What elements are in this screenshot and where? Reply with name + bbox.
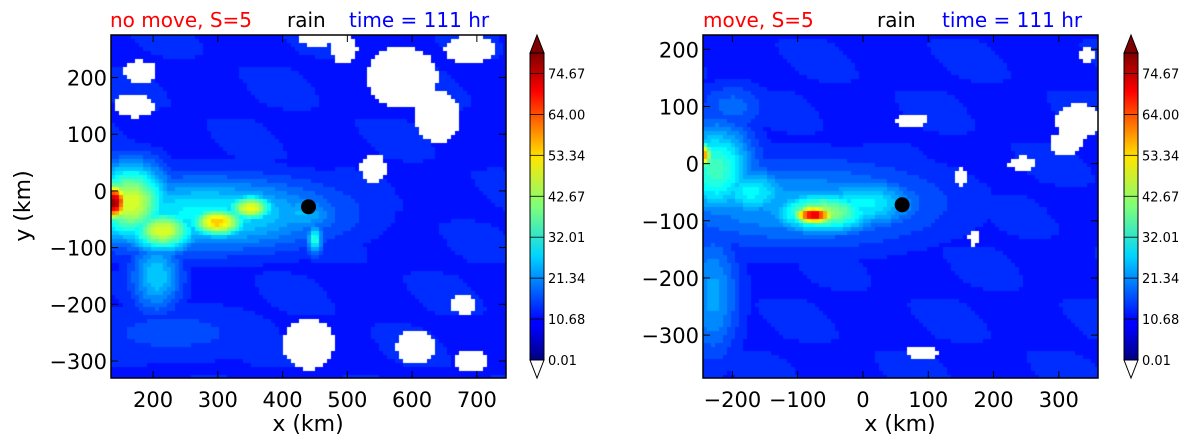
colorbar-tick-label: 53.34 — [548, 149, 585, 164]
x-tick-label: 700 — [457, 388, 497, 412]
x-tick-label: −200 — [704, 388, 762, 412]
colorbar-tick-label: 42.67 — [1142, 190, 1179, 205]
x-tick-label: 100 — [908, 388, 948, 412]
y-tick-label: −300 — [641, 324, 699, 348]
panel2-title-mid: rain — [877, 8, 916, 32]
panel1-overlay — [301, 199, 316, 215]
panel1-title-left: no move, S=5 — [110, 8, 252, 32]
colorbar-tick-label: 53.34 — [1142, 149, 1179, 164]
colorbar-tick-label: 42.67 — [548, 190, 585, 205]
panel2-frame — [702, 34, 1099, 379]
colorbar-tick-label: 21.34 — [1142, 272, 1179, 287]
panel1-colorbar-extend-min — [529, 359, 545, 380]
colorbar-tick-label: 32.01 — [548, 231, 585, 246]
y-tick-label: −100 — [641, 210, 699, 234]
panel1-colorbar-ticks: 0.01 10.68 21.34 32.01 42.67 53.34 64.00 74.67 — [530, 67, 585, 369]
panel1-colorbar: 0.01 10.68 21.34 32.01 42.67 53.34 64.00 74.67 — [529, 33, 585, 380]
panel2-colorbar-body — [1123, 52, 1139, 361]
x-tick-label: −100 — [769, 388, 827, 412]
panel2-title-left: move, S=5 — [703, 8, 814, 32]
y-tick-label: 0 — [94, 180, 107, 204]
y-tick-label: −200 — [49, 293, 107, 317]
panel-move: move, S=5 rain time = 111 hr −200 −100 0 10… — [641, 8, 1179, 437]
colorbar-tick-label: 74.67 — [548, 67, 585, 82]
panel2-overlay — [894, 197, 910, 213]
colorbar-tick-label: 0.01 — [548, 354, 577, 369]
colorbar-tick-label: 10.68 — [548, 313, 585, 328]
panel1-colorbar-extend-max — [529, 33, 545, 54]
panel2-colorbar-extend-min — [1123, 359, 1139, 380]
panel2-title-right: time = 111 hr — [942, 8, 1083, 32]
panel1-x-axis-label: x (km) — [272, 412, 343, 437]
colorbar-tick-label: 32.01 — [1142, 231, 1179, 246]
colorbar-tick-label: 64.00 — [548, 108, 585, 123]
y-tick-label: −100 — [49, 237, 107, 261]
x-tick-label: 600 — [392, 388, 432, 412]
panel2-colorbar-ticks: 0.01 10.68 21.34 32.01 42.67 53.34 64.00 74.67 — [1124, 67, 1179, 369]
colorbar-tick-label: 0.01 — [1142, 354, 1171, 369]
panel1-title-mid: rain — [287, 8, 326, 32]
y-tick-label: −300 — [49, 350, 107, 374]
panel2-y-ticks: 200 100 0 −100 −200 −300 — [641, 38, 1098, 348]
y-tick-label: 200 — [659, 38, 699, 62]
x-tick-label: 300 — [1039, 388, 1079, 412]
x-tick-label: 500 — [327, 388, 367, 412]
panel2-x-axis-label: x (km) — [864, 412, 935, 437]
x-tick-label: 0 — [856, 388, 869, 412]
panel1-y-axis-label: y (km) — [11, 170, 36, 241]
y-tick-label: 200 — [67, 67, 107, 91]
panel1-colorbar-body — [529, 52, 545, 361]
y-tick-label: 100 — [659, 95, 699, 119]
y-tick-label: 0 — [686, 153, 699, 177]
panel2-colorbar-extend-max — [1123, 33, 1139, 54]
x-tick-label: 300 — [198, 388, 238, 412]
colorbar-tick-label: 74.67 — [1142, 67, 1179, 82]
x-tick-label: 200 — [973, 388, 1013, 412]
colorbar-tick-label: 64.00 — [1142, 108, 1179, 123]
panel1-frame — [110, 34, 507, 379]
colorbar-tick-label: 21.34 — [548, 272, 585, 287]
x-tick-label: 400 — [263, 388, 303, 412]
panel-no-move: no move, S=5 rain time = 111 hr 200 300 40… — [11, 8, 585, 437]
panel1-x-ticks: 200 300 400 500 600 700 — [133, 35, 497, 412]
storm-center-marker — [894, 197, 910, 213]
x-tick-label: 200 — [133, 388, 173, 412]
colorbar-tick-label: 10.68 — [1142, 313, 1179, 328]
panel1-y-ticks: 200 100 0 −100 −200 −300 — [49, 67, 506, 374]
y-tick-label: −200 — [641, 267, 699, 291]
storm-center-marker — [301, 199, 316, 215]
panel2-colorbar: 0.01 10.68 21.34 32.01 42.67 53.34 64.00 74.67 — [1123, 33, 1179, 380]
y-tick-label: 100 — [67, 123, 107, 147]
panel2-x-ticks: −200 −100 0 100 200 300 — [704, 35, 1079, 412]
panel1-title-right: time = 111 hr — [349, 8, 490, 32]
